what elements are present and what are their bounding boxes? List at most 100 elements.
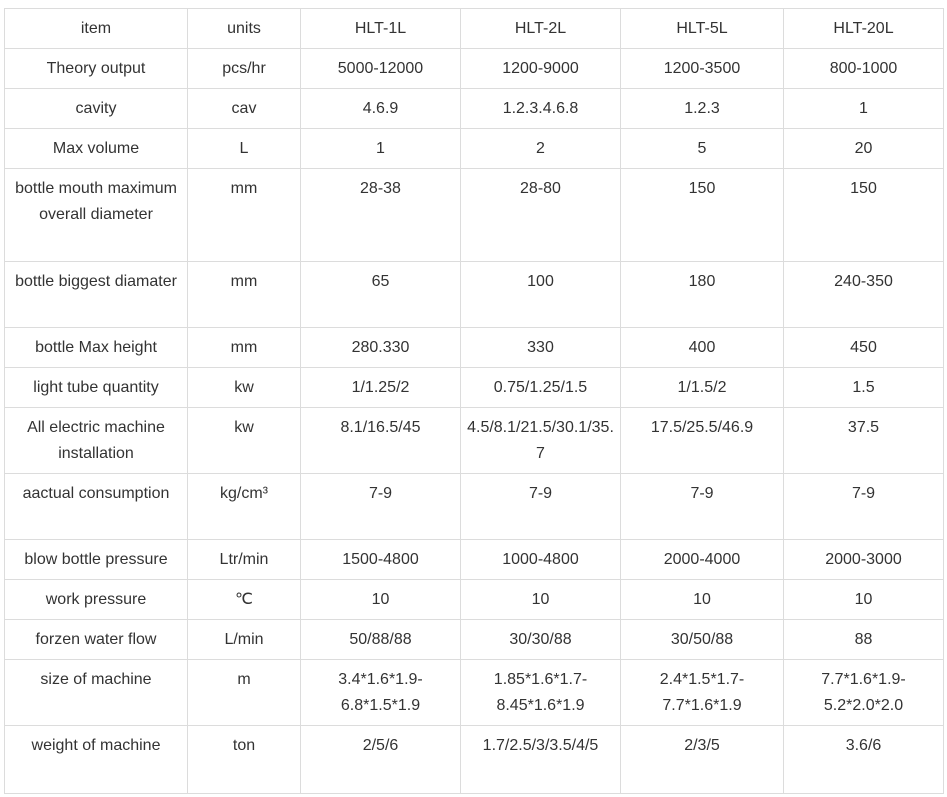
item-cell: work pressure <box>4 579 188 620</box>
value-cell: L/min <box>187 619 301 660</box>
value-cell: 1 <box>300 128 461 169</box>
value-cell: kw <box>187 407 301 474</box>
value-cell: Ltr/min <box>187 539 301 580</box>
spec-table: item units HLT-1L HLT-2L HLT-5L HLT-20L Theory… <box>4 8 944 794</box>
header-cell: item <box>4 8 188 49</box>
table-row: Max volume L 1 2 5 20 <box>4 128 944 169</box>
value-cell: 1.2.3 <box>620 88 784 129</box>
value-cell: 17.5/25.5/46.9 <box>620 407 784 474</box>
value-cell: kg/cm³ <box>187 473 301 540</box>
table-row: bottle Max height mm 280.330 330 400 450 <box>4 327 944 368</box>
value-cell: 1200-9000 <box>460 48 621 89</box>
item-cell: Theory output <box>4 48 188 89</box>
value-cell: 7-9 <box>300 473 461 540</box>
value-cell: 3.6/6 <box>783 725 944 794</box>
value-cell: mm <box>187 327 301 368</box>
value-cell: 2/3/5 <box>620 725 784 794</box>
value-cell: L <box>187 128 301 169</box>
header-row: item units HLT-1L HLT-2L HLT-5L HLT-20L <box>4 8 944 49</box>
value-cell: 0.75/1.25/1.5 <box>460 367 621 408</box>
table-row: light tube quantity kw 1/1.25/2 0.75/1.25/1… <box>4 367 944 408</box>
value-cell: 4.5/8.1/21.5/30.1/35.7 <box>460 407 621 474</box>
item-cell: forzen water flow <box>4 619 188 660</box>
table-row: forzen water flow L/min 50/88/88 30/30/88 30… <box>4 619 944 660</box>
value-cell: 30/50/88 <box>620 619 784 660</box>
value-cell: 1200-3500 <box>620 48 784 89</box>
header-cell: HLT-5L <box>620 8 784 49</box>
value-cell: 10 <box>783 579 944 620</box>
value-cell: 10 <box>620 579 784 620</box>
value-cell: 7-9 <box>460 473 621 540</box>
value-cell: 88 <box>783 619 944 660</box>
header-cell: HLT-1L <box>300 8 461 49</box>
value-cell: 28-80 <box>460 168 621 262</box>
table-row: bottle biggest diamater mm 65 100 180 240-350 <box>4 261 944 328</box>
value-cell: cav <box>187 88 301 129</box>
value-cell: mm <box>187 168 301 262</box>
value-cell: 7.7*1.6*1.9-5.2*2.0*2.0 <box>783 659 944 726</box>
value-cell: 1/1.25/2 <box>300 367 461 408</box>
value-cell: 450 <box>783 327 944 368</box>
value-cell: 10 <box>460 579 621 620</box>
item-cell: aactual consumption <box>4 473 188 540</box>
value-cell: 150 <box>783 168 944 262</box>
value-cell: 1000-4800 <box>460 539 621 580</box>
value-cell: 7-9 <box>783 473 944 540</box>
value-cell: 400 <box>620 327 784 368</box>
header-cell: HLT-2L <box>460 8 621 49</box>
item-cell: weight of machine <box>4 725 188 794</box>
value-cell: kw <box>187 367 301 408</box>
value-cell: 180 <box>620 261 784 328</box>
table-row: cavity cav 4.6.9 1.2.3.4.6.8 1.2.3 1 <box>4 88 944 129</box>
value-cell: 150 <box>620 168 784 262</box>
value-cell: 30/30/88 <box>460 619 621 660</box>
value-cell: 2000-3000 <box>783 539 944 580</box>
value-cell: mm <box>187 261 301 328</box>
value-cell: 50/88/88 <box>300 619 461 660</box>
value-cell: 2 <box>460 128 621 169</box>
table-row: blow bottle pressure Ltr/min 1500-4800 1000… <box>4 539 944 580</box>
value-cell: 5000-12000 <box>300 48 461 89</box>
value-cell: 4.6.9 <box>300 88 461 129</box>
item-cell: size of machine <box>4 659 188 726</box>
table-row: size of machine m 3.4*1.6*1.9-6.8*1.5*1.9 1… <box>4 659 944 726</box>
value-cell: 240-350 <box>783 261 944 328</box>
value-cell: 7-9 <box>620 473 784 540</box>
value-cell: 1.2.3.4.6.8 <box>460 88 621 129</box>
item-cell: bottle Max height <box>4 327 188 368</box>
table-row: aactual consumption kg/cm³ 7-9 7-9 7-9 7-9 <box>4 473 944 540</box>
header-cell: units <box>187 8 301 49</box>
value-cell: 3.4*1.6*1.9-6.8*1.5*1.9 <box>300 659 461 726</box>
value-cell: 5 <box>620 128 784 169</box>
value-cell: 2/5/6 <box>300 725 461 794</box>
value-cell: 2.4*1.5*1.7-7.7*1.6*1.9 <box>620 659 784 726</box>
value-cell: pcs/hr <box>187 48 301 89</box>
item-cell: bottle biggest diamater <box>4 261 188 328</box>
value-cell: 1.5 <box>783 367 944 408</box>
value-cell: ton <box>187 725 301 794</box>
table-row: weight of machine ton 2/5/6 1.7/2.5/3/3.5/4… <box>4 725 944 794</box>
item-cell: All electric machine installation <box>4 407 188 474</box>
value-cell: 10 <box>300 579 461 620</box>
item-cell: bottle mouth maximum overall diameter <box>4 168 188 262</box>
value-cell: 37.5 <box>783 407 944 474</box>
item-cell: blow bottle pressure <box>4 539 188 580</box>
value-cell: m <box>187 659 301 726</box>
item-cell: light tube quantity <box>4 367 188 408</box>
value-cell: 8.1/16.5/45 <box>300 407 461 474</box>
item-cell: Max volume <box>4 128 188 169</box>
header-cell: HLT-20L <box>783 8 944 49</box>
item-cell: cavity <box>4 88 188 129</box>
value-cell: 1500-4800 <box>300 539 461 580</box>
value-cell: 1/1.5/2 <box>620 367 784 408</box>
table-row: Theory output pcs/hr 5000-12000 1200-9000 12… <box>4 48 944 89</box>
table-row: work pressure ℃ 10 10 10 10 <box>4 579 944 620</box>
value-cell: 28-38 <box>300 168 461 262</box>
value-cell: 1 <box>783 88 944 129</box>
value-cell: 2000-4000 <box>620 539 784 580</box>
value-cell: 1.7/2.5/3/3.5/4/5 <box>460 725 621 794</box>
value-cell: 330 <box>460 327 621 368</box>
table-row: All electric machine installation kw 8.1/1… <box>4 407 944 474</box>
value-cell: 1.85*1.6*1.7-8.45*1.6*1.9 <box>460 659 621 726</box>
value-cell: 20 <box>783 128 944 169</box>
